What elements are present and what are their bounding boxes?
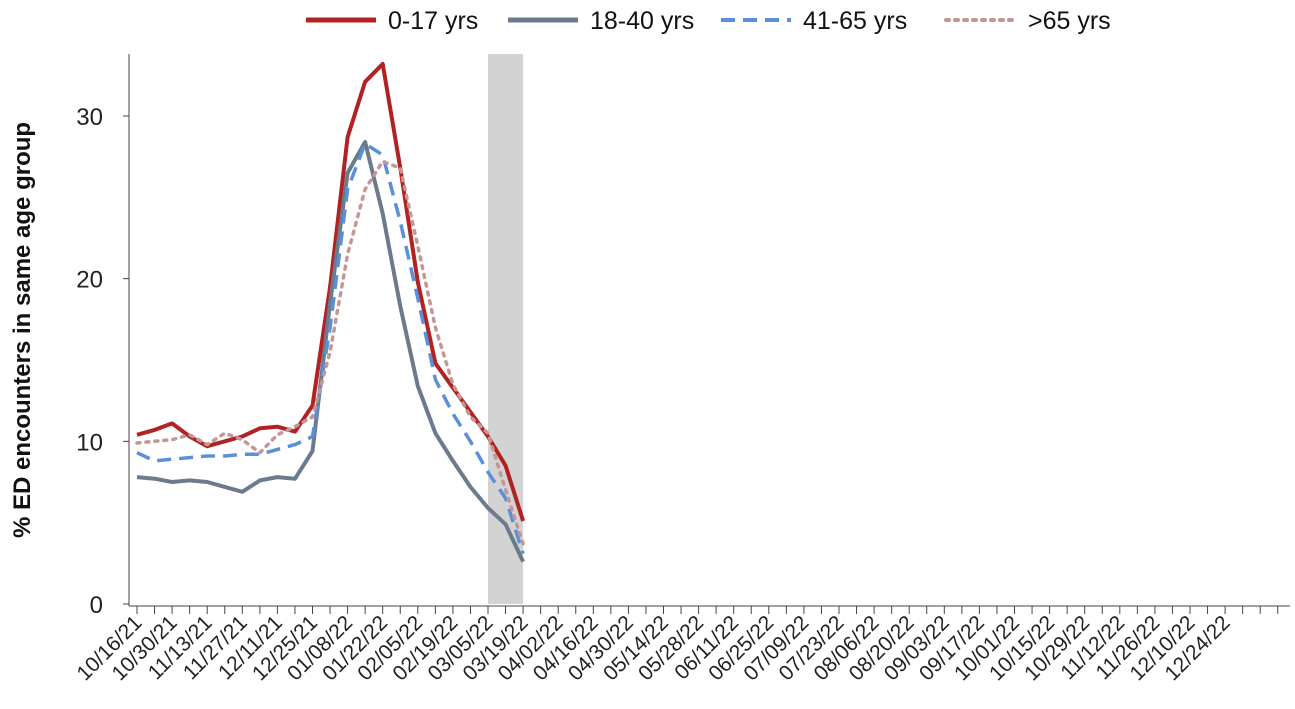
legend: 0-17 yrs 18-40 yrs 41-65 yrs >65 yrs (306, 7, 1111, 35)
series-line-1 (136, 140, 525, 563)
y-tick-label: 20 (76, 267, 103, 294)
axes: 010203010/16/2110/30/2111/13/2111/27/211… (72, 54, 1290, 685)
y-axis-label: % ED encounters in same age group (9, 122, 36, 538)
y-tick-label: 0 (90, 592, 103, 619)
series-lines (135, 61, 526, 563)
shaded-region (488, 54, 524, 604)
y-tick-label: 10 (76, 429, 103, 456)
series-line-2 (136, 141, 525, 555)
legend-label-3: >65 yrs (1028, 7, 1111, 35)
series-line-3 (135, 159, 525, 546)
legend-label-2: 41-65 yrs (803, 7, 907, 35)
legend-label-0: 0-17 yrs (388, 7, 478, 35)
y-tick-label: 30 (76, 104, 103, 131)
legend-label-1: 18-40 yrs (590, 7, 694, 35)
